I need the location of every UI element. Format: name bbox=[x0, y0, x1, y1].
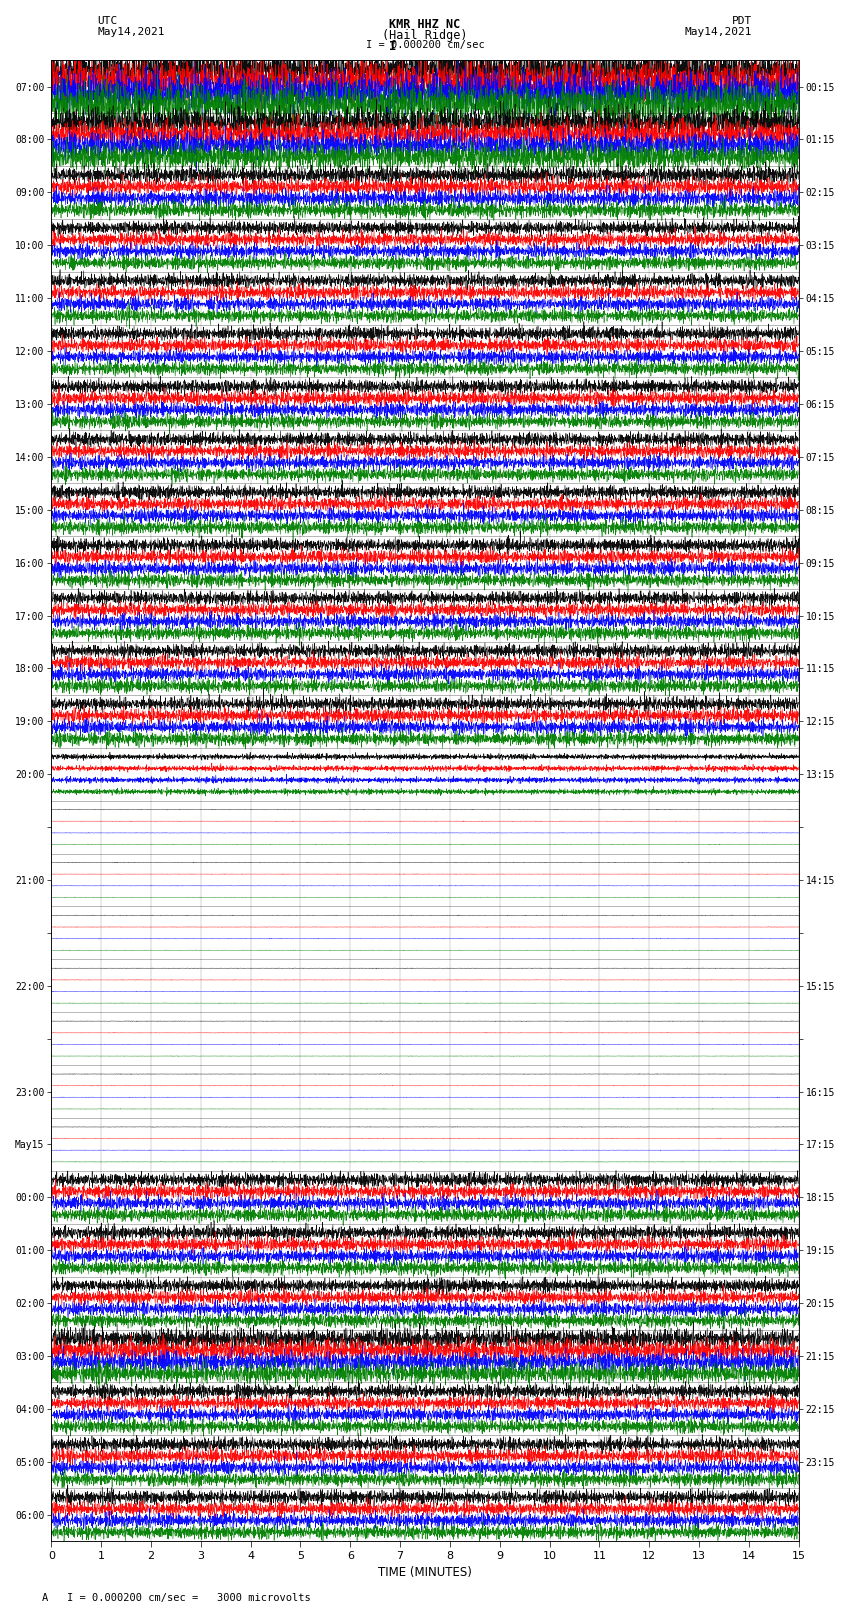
Text: A   I = 0.000200 cm/sec =   3000 microvolts: A I = 0.000200 cm/sec = 3000 microvolts bbox=[42, 1594, 311, 1603]
Text: May14,2021: May14,2021 bbox=[685, 27, 752, 37]
X-axis label: TIME (MINUTES): TIME (MINUTES) bbox=[378, 1566, 472, 1579]
Text: May14,2021: May14,2021 bbox=[98, 27, 165, 37]
Text: I = 0.000200 cm/sec: I = 0.000200 cm/sec bbox=[366, 40, 484, 50]
Text: I: I bbox=[389, 39, 396, 53]
Text: UTC: UTC bbox=[98, 16, 118, 26]
Text: (Hail Ridge): (Hail Ridge) bbox=[382, 29, 468, 42]
Text: KMR HHZ NC: KMR HHZ NC bbox=[389, 18, 461, 31]
Text: PDT: PDT bbox=[732, 16, 752, 26]
